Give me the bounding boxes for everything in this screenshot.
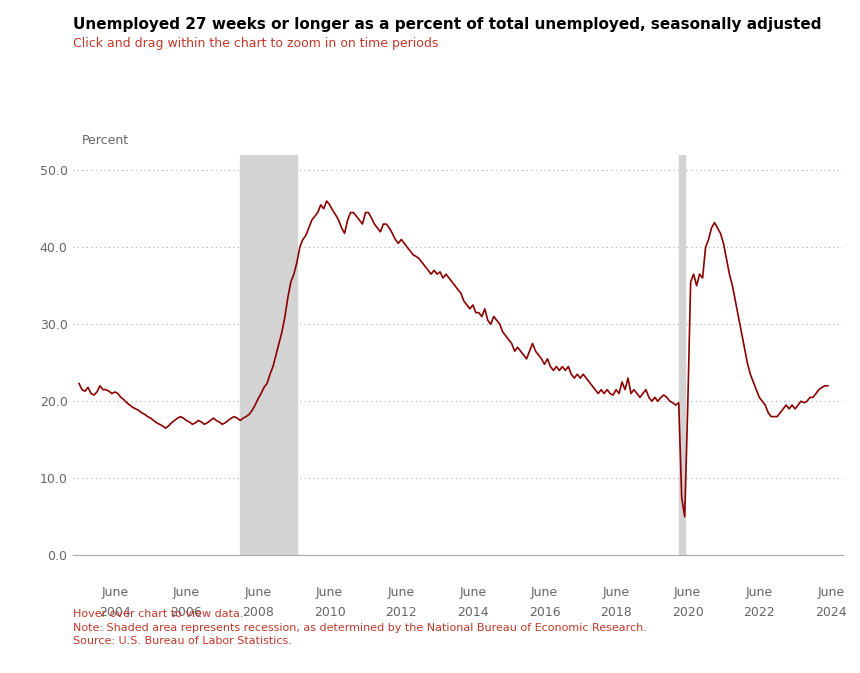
Text: 2022: 2022 (743, 606, 775, 618)
Text: June: June (388, 586, 415, 598)
Bar (240, 155, 297, 555)
Text: 2024: 2024 (815, 606, 847, 618)
Text: 2012: 2012 (385, 606, 417, 618)
Text: June: June (244, 586, 272, 598)
Text: June: June (603, 586, 630, 598)
Text: June: June (746, 586, 773, 598)
Text: June: June (459, 586, 487, 598)
Text: June: June (173, 586, 200, 598)
Text: Source: U.S. Bureau of Labor Statistics.: Source: U.S. Bureau of Labor Statistics. (73, 636, 292, 646)
Text: Note: Shaded area represents recession, as determined by the National Bureau of : Note: Shaded area represents recession, … (73, 623, 647, 633)
Text: 2010: 2010 (314, 606, 346, 618)
Text: Unemployed 27 weeks or longer as a percent of total unemployed, seasonally adjus: Unemployed 27 weeks or longer as a perce… (73, 17, 821, 32)
Text: 2004: 2004 (99, 606, 131, 618)
Text: Percent: Percent (82, 134, 129, 147)
Text: June: June (101, 586, 128, 598)
Bar (679, 155, 685, 555)
Text: 2006: 2006 (170, 606, 202, 618)
Text: 2020: 2020 (672, 606, 703, 618)
Text: 2008: 2008 (243, 606, 274, 618)
Text: June: June (531, 586, 558, 598)
Text: June: June (316, 586, 343, 598)
Text: 2016: 2016 (529, 606, 561, 618)
Text: Hover over chart to view data.: Hover over chart to view data. (73, 609, 243, 619)
Text: Click and drag within the chart to zoom in on time periods: Click and drag within the chart to zoom … (73, 37, 439, 50)
Text: June: June (674, 586, 701, 598)
Text: 2014: 2014 (457, 606, 488, 618)
Text: June: June (817, 586, 845, 598)
Text: 2018: 2018 (600, 606, 632, 618)
